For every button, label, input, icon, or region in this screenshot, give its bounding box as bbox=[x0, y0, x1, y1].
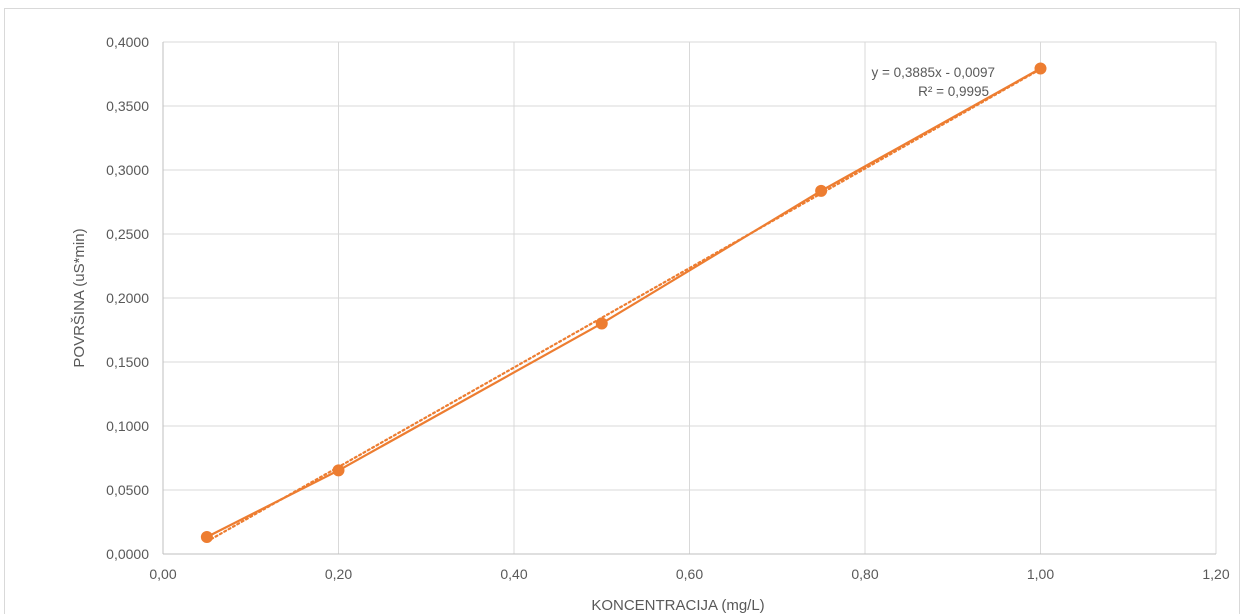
x-tick-label: 0,60 bbox=[676, 566, 703, 582]
y-tick-label: 0,3500 bbox=[106, 98, 149, 114]
y-tick-label: 0,1500 bbox=[106, 354, 149, 370]
data-point bbox=[332, 464, 345, 477]
data-point bbox=[815, 184, 828, 197]
trendline bbox=[205, 68, 1042, 543]
trendline-r-squared: R² = 0,9995 bbox=[918, 84, 989, 99]
x-axis-title: KONCENTRACIJA (mg/L) bbox=[591, 597, 764, 614]
y-tick-label: 0,3000 bbox=[106, 162, 149, 178]
y-axis-title: POVRŠINA (uS*min) bbox=[71, 228, 88, 367]
y-tick-label: 0,1000 bbox=[106, 418, 149, 434]
series-line bbox=[206, 67, 1042, 538]
data-point bbox=[1034, 62, 1047, 75]
trendline-layer bbox=[205, 68, 1042, 543]
x-tick-label: 0,00 bbox=[149, 566, 176, 582]
y-tick-label: 0,0500 bbox=[106, 482, 149, 498]
trendline-equation: y = 0,3885x - 0,0097 bbox=[872, 65, 995, 80]
axis-layer bbox=[162, 42, 1216, 555]
y-tick-label: 0,2500 bbox=[106, 226, 149, 242]
y-tick-label: 0,0000 bbox=[106, 546, 149, 562]
data-point bbox=[595, 317, 608, 330]
x-tick-label: 0,20 bbox=[325, 566, 352, 582]
marker-layer bbox=[200, 62, 1047, 543]
y-tick-label: 0,4000 bbox=[106, 34, 149, 50]
x-tick-label: 1,00 bbox=[1027, 566, 1054, 582]
data-point bbox=[200, 530, 213, 543]
x-tick-label: 0,80 bbox=[851, 566, 878, 582]
x-tick-label: 1,20 bbox=[1202, 566, 1229, 582]
tick-labels: 0,0000 0,0500 0,1000 0,1500 0,2000 0,2500 0,30… bbox=[106, 34, 1230, 582]
x-tick-label: 0,40 bbox=[500, 566, 527, 582]
grid-layer bbox=[163, 41, 1217, 554]
series-layer bbox=[206, 67, 1042, 538]
y-tick-label: 0,2000 bbox=[106, 290, 149, 306]
